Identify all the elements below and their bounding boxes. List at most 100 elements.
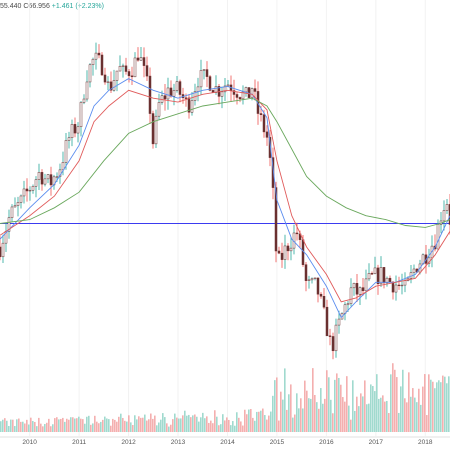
- volume-bar: [198, 421, 200, 432]
- volume-bar: [292, 417, 294, 432]
- volume-bar: [126, 421, 128, 432]
- candle-body: [190, 100, 194, 113]
- volume-bar: [266, 419, 268, 432]
- candle-body: [283, 245, 287, 260]
- volume-bar: [380, 397, 382, 432]
- volume-bar: [236, 412, 238, 432]
- volume-bar: [1, 419, 4, 432]
- candle-body: [67, 137, 71, 141]
- volume-bar: [40, 423, 42, 432]
- candle-body: [445, 204, 449, 211]
- candle-body: [73, 124, 77, 134]
- volume-bar: [42, 426, 44, 432]
- volume-bar: [318, 408, 320, 432]
- volume-bar: [448, 376, 450, 432]
- candle-body: [25, 188, 29, 192]
- volume-bar: [332, 413, 334, 432]
- volume-bar: [298, 408, 300, 432]
- candle-body: [19, 195, 23, 203]
- volume-bar: [28, 424, 30, 432]
- candle-body: [136, 57, 140, 61]
- volume-bar: [214, 410, 216, 432]
- volume-bar: [18, 418, 20, 432]
- volume-bar: [212, 423, 214, 432]
- candle-body: [322, 296, 326, 308]
- candle-body: [238, 97, 242, 100]
- candle-body: [115, 70, 119, 81]
- volume-bar: [250, 409, 252, 432]
- volume-bar: [414, 397, 416, 432]
- volume-bar: [302, 408, 304, 432]
- volume-bar: [246, 414, 248, 432]
- candle-body: [319, 293, 323, 297]
- volume-bar: [154, 415, 156, 432]
- volume-bar: [328, 377, 330, 432]
- candle-body: [46, 174, 50, 180]
- candle-body: [10, 206, 14, 218]
- volume-bar: [176, 417, 178, 432]
- volume-bar: [336, 373, 338, 432]
- volume-bar: [412, 388, 414, 432]
- volume-bar: [136, 419, 138, 432]
- candle-body: [232, 90, 236, 95]
- volume-bar: [442, 375, 444, 432]
- volume-bar: [330, 399, 332, 432]
- volume-bar: [194, 414, 196, 432]
- volume-bar: [24, 423, 26, 432]
- volume-bar: [432, 381, 434, 432]
- candle-body: [337, 318, 341, 326]
- candle-body: [175, 81, 179, 91]
- volume-bar: [80, 418, 82, 432]
- candle-body: [121, 65, 125, 67]
- volume-bar: [96, 421, 98, 432]
- volume-bar: [144, 414, 146, 432]
- candle-body: [385, 277, 389, 284]
- volume-bar: [44, 424, 46, 432]
- volume-bar: [436, 382, 438, 432]
- volume-bar: [146, 420, 148, 432]
- volume-bar: [294, 414, 296, 432]
- volume-bar: [254, 420, 256, 432]
- volume-bar: [32, 420, 34, 432]
- volume-bar: [200, 417, 202, 432]
- candle-body: [349, 287, 353, 304]
- volume-bar: [38, 417, 40, 432]
- volume-bar: [104, 416, 106, 432]
- x-tick-2014: 2014: [220, 439, 235, 446]
- volume-bar: [10, 419, 12, 432]
- volume-bar: [120, 413, 122, 432]
- volume-bar: [0, 421, 2, 432]
- candle-body: [310, 278, 314, 281]
- volume-bar: [416, 402, 418, 432]
- candle-body: [154, 115, 158, 145]
- volume-bar: [388, 413, 390, 432]
- volume-bar: [174, 413, 176, 432]
- volume-bar: [84, 423, 86, 432]
- volume-bar: [384, 401, 386, 432]
- volume-bar: [248, 409, 250, 432]
- candle-body: [64, 140, 68, 163]
- volume-bar: [406, 402, 408, 432]
- candle-body: [334, 324, 338, 352]
- volume-bar: [286, 409, 288, 432]
- volume-bar: [288, 394, 290, 432]
- volume-bar: [444, 376, 446, 432]
- volume-bar: [4, 418, 6, 432]
- volume-bar: [6, 420, 8, 432]
- volume-bar: [338, 377, 340, 432]
- candle-body: [355, 283, 359, 295]
- volume-bar: [82, 419, 84, 432]
- volume-bar: [106, 418, 108, 432]
- volume-bar: [70, 417, 72, 432]
- candle-body: [235, 94, 239, 98]
- candle-body: [346, 303, 350, 306]
- volume-bar: [210, 420, 212, 432]
- candle-body: [97, 52, 101, 56]
- candle-body: [172, 90, 176, 97]
- volume-bar: [160, 419, 162, 432]
- price-candles: [0, 42, 450, 360]
- volume-bar: [16, 419, 18, 432]
- volume-bar: [326, 370, 328, 432]
- volume-bar: [296, 393, 298, 432]
